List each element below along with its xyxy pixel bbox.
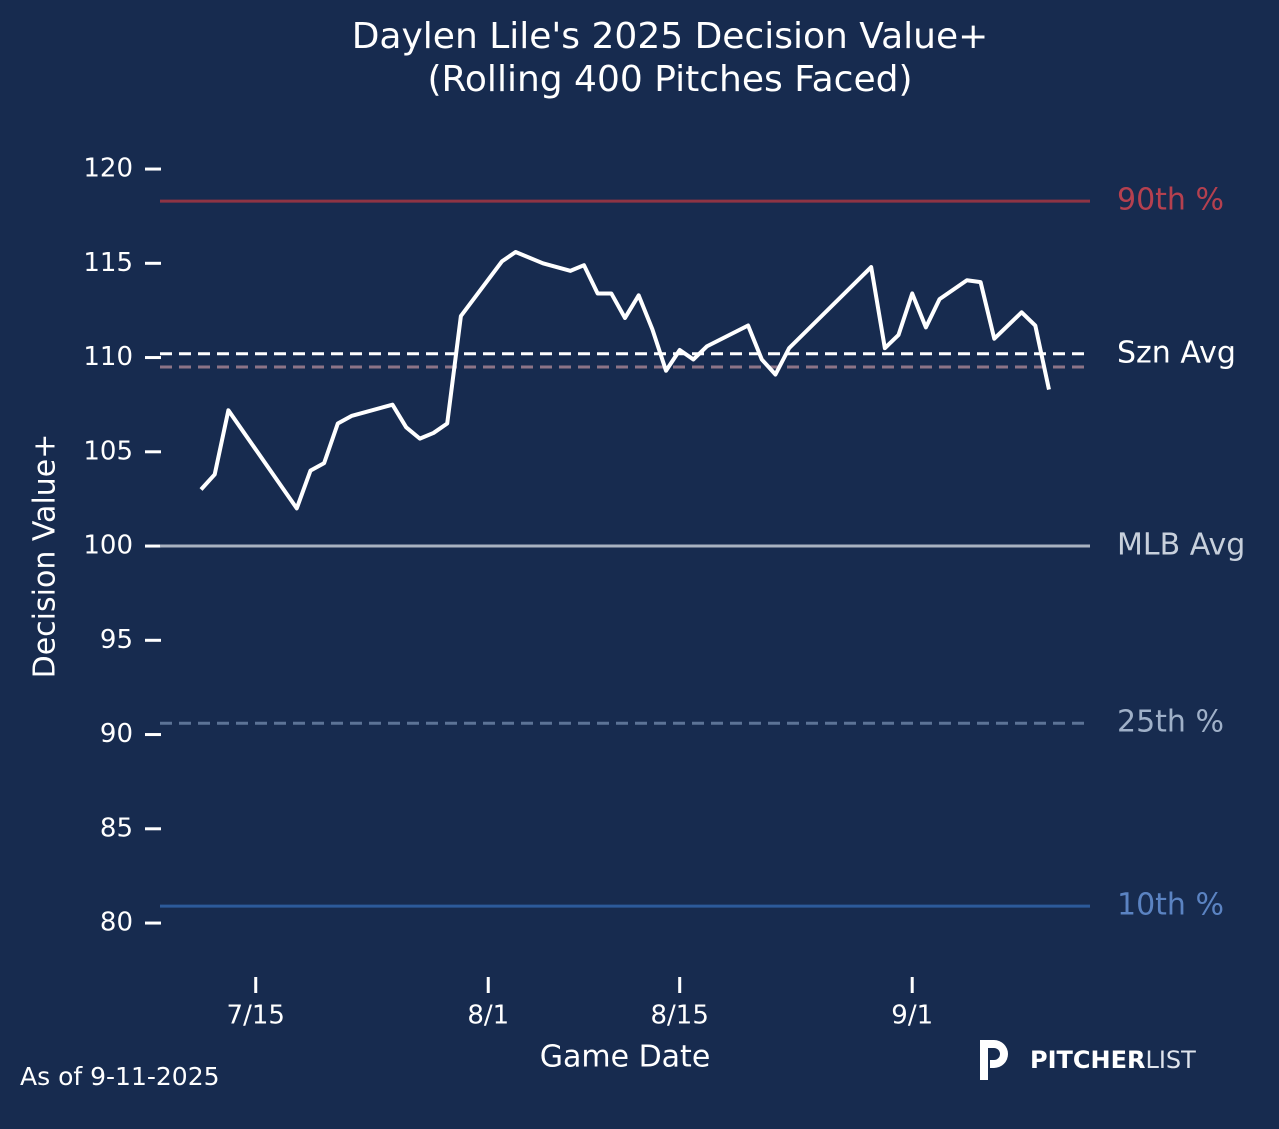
chart-subtitle: (Rolling 400 Pitches Faced) bbox=[427, 59, 912, 100]
y-tick-label: 85 bbox=[100, 813, 133, 843]
y-tick-label: 120 bbox=[83, 154, 133, 184]
y-tick-label: 90 bbox=[100, 719, 133, 749]
brand-text: PITCHERLIST bbox=[1030, 1046, 1196, 1074]
y-tick-label: 80 bbox=[100, 908, 133, 938]
x-tick-label: 8/1 bbox=[467, 1001, 509, 1031]
y-tick-label: 115 bbox=[83, 248, 133, 278]
y-tick-label: 105 bbox=[83, 436, 133, 466]
y-tick-label: 100 bbox=[83, 531, 133, 561]
y-tick-label: 110 bbox=[83, 342, 133, 372]
x-tick-label: 9/1 bbox=[891, 1001, 933, 1031]
chart-title: Daylen Lile's 2025 Decision Value+ bbox=[352, 16, 989, 57]
x-tick-label: 8/15 bbox=[651, 1001, 709, 1031]
brand-logo: PITCHERLIST bbox=[980, 1040, 1196, 1080]
reference-label: 25th % bbox=[1117, 705, 1224, 740]
logo-icon bbox=[980, 1040, 1008, 1080]
reference-label: MLB Avg bbox=[1117, 528, 1245, 563]
x-axis-label: Game Date bbox=[540, 1040, 711, 1075]
footnote: As of 9-11-2025 bbox=[20, 1062, 220, 1091]
brand-light: LIST bbox=[1145, 1046, 1196, 1074]
reference-label: 10th % bbox=[1117, 888, 1224, 923]
y-axis-label: Decision Value+ bbox=[28, 434, 63, 679]
y-tick-label: 95 bbox=[100, 625, 133, 655]
brand-bold: PITCHER bbox=[1030, 1046, 1145, 1074]
data-line bbox=[199, 249, 1051, 511]
reference-label: Szn Avg bbox=[1117, 335, 1236, 370]
reference-label: 90th % bbox=[1117, 183, 1224, 218]
x-tick-label: 7/15 bbox=[227, 1001, 285, 1031]
